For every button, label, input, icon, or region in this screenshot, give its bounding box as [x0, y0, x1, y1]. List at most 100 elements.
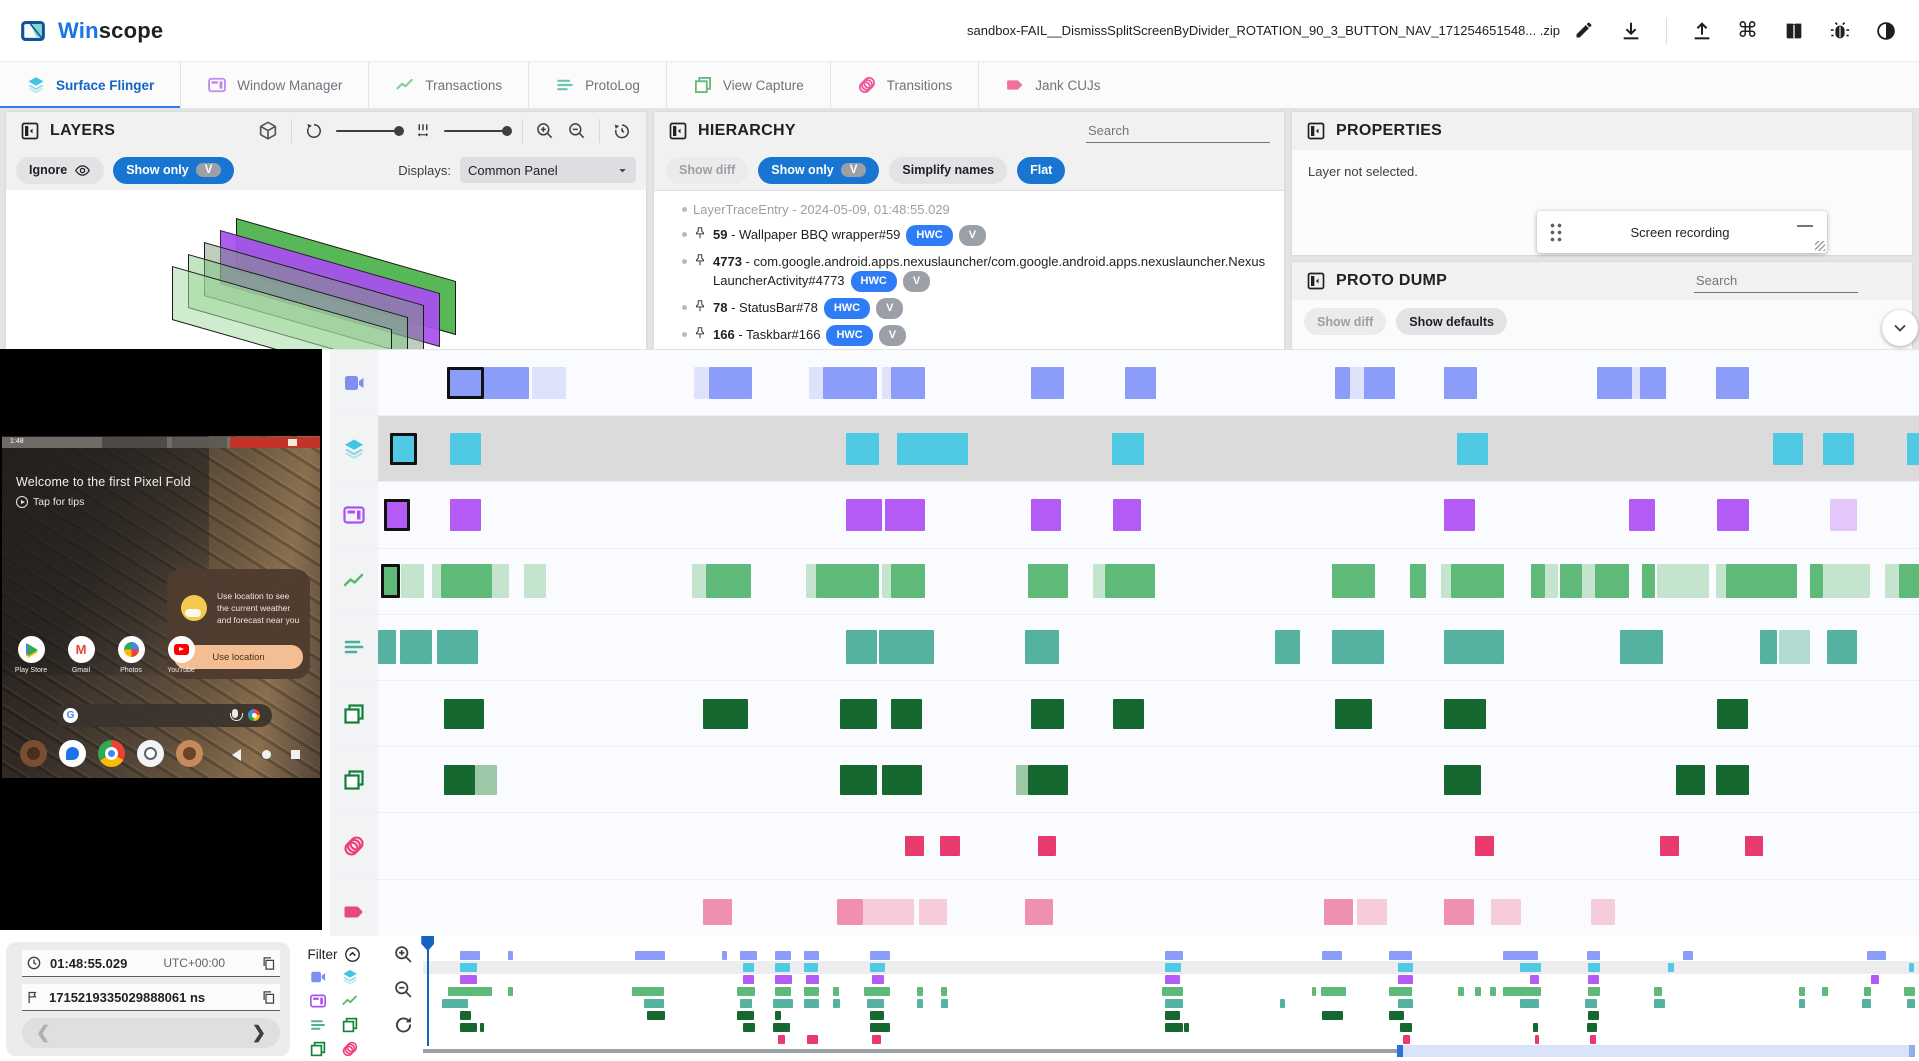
- timeline-track[interactable]: [378, 350, 1919, 415]
- spiral-icon[interactable]: [341, 1040, 359, 1058]
- panel-collapse-icon[interactable]: [1306, 271, 1326, 291]
- trace-entry-block[interactable]: [1334, 698, 1372, 729]
- trace-entry-block[interactable]: [1364, 366, 1396, 399]
- trace-entry-block[interactable]: [692, 564, 707, 599]
- overview-mark[interactable]: [1519, 999, 1539, 1008]
- squares-icon[interactable]: [309, 1040, 327, 1058]
- overview-mark[interactable]: [1389, 987, 1412, 996]
- panel-collapse-icon[interactable]: [1306, 121, 1326, 141]
- overview-mark[interactable]: [1398, 963, 1414, 972]
- overview-mark[interactable]: [647, 1011, 666, 1020]
- trace-entry-block[interactable]: [815, 564, 879, 599]
- trace-entry-block[interactable]: [878, 630, 935, 665]
- show-only-visible-button[interactable]: Show only V: [113, 156, 235, 184]
- show-only-visible-button[interactable]: Show only V: [758, 156, 880, 184]
- trace-entry-block[interactable]: [1450, 564, 1505, 599]
- report-bug-icon[interactable]: [1829, 20, 1851, 42]
- trace-entry-block[interactable]: [863, 899, 915, 926]
- trace-entry-block[interactable]: [1715, 564, 1728, 599]
- overview-mark[interactable]: [1588, 975, 1599, 984]
- overview-mark[interactable]: [737, 1011, 754, 1020]
- pin-icon[interactable]: [693, 299, 707, 313]
- trace-entry-block[interactable]: [1025, 899, 1053, 926]
- timeline-row-view-capture[interactable]: [330, 680, 1919, 748]
- trace-entry-block[interactable]: [1037, 835, 1057, 856]
- trace-entry-block[interactable]: [823, 366, 878, 399]
- rotation-slider[interactable]: [336, 126, 404, 136]
- overview-mark[interactable]: [632, 987, 664, 996]
- trace-entry-block[interactable]: [1823, 432, 1855, 465]
- overview-mark[interactable]: [1165, 975, 1180, 984]
- overview-mark[interactable]: [870, 951, 890, 960]
- overview-mark[interactable]: [644, 999, 664, 1008]
- dark-mode-toggle-icon[interactable]: [1875, 20, 1897, 42]
- hierarchy-search-input[interactable]: [1086, 119, 1270, 143]
- trace-entry-block[interactable]: [378, 630, 397, 665]
- trace-entry-block[interactable]: [1544, 564, 1559, 599]
- trace-entry-block[interactable]: [840, 764, 878, 795]
- trace-entry-block[interactable]: [881, 366, 892, 399]
- panel-collapse-icon[interactable]: [668, 121, 688, 141]
- collapse-timeline-button[interactable]: [1882, 310, 1918, 346]
- edit-filename-icon[interactable]: [1574, 20, 1596, 42]
- timeline-row-screen-recording[interactable]: [330, 350, 1919, 417]
- ns-time-field[interactable]: 1715219335029888061 ns: [22, 984, 280, 1011]
- overview-mark[interactable]: [1322, 951, 1342, 960]
- tab-surface-flinger[interactable]: Surface Flinger: [0, 62, 181, 109]
- trace-entry-block[interactable]: [703, 698, 748, 729]
- overview-mark[interactable]: [867, 999, 884, 1008]
- trace-entry-block[interactable]: [1559, 564, 1582, 599]
- trace-entry-block[interactable]: [444, 698, 485, 729]
- overview-mark[interactable]: [1280, 999, 1285, 1008]
- show-diff-button[interactable]: Show diff: [1304, 308, 1387, 335]
- trace-entry-block[interactable]: [1015, 764, 1029, 795]
- trace-entry-block[interactable]: [1660, 835, 1679, 856]
- overview-mark[interactable]: [1165, 999, 1183, 1008]
- range-handle-left[interactable]: [1396, 1045, 1403, 1057]
- trace-entry-block[interactable]: [450, 432, 482, 465]
- overview-mark[interactable]: [807, 1035, 818, 1044]
- overview-mark[interactable]: [804, 951, 820, 960]
- trace-entry-block[interactable]: [1441, 564, 1451, 599]
- overview-mark[interactable]: [777, 1035, 786, 1044]
- tree-root-entry[interactable]: LayerTraceEntry - 2024-05-09, 01:48:55.0…: [654, 197, 1284, 222]
- trace-entry-block[interactable]: [1334, 366, 1351, 399]
- overview-mark[interactable]: [773, 999, 793, 1008]
- trace-entry-block[interactable]: [1444, 630, 1505, 665]
- tab-transitions[interactable]: Transitions: [829, 62, 979, 108]
- overview-mark[interactable]: [1165, 963, 1182, 972]
- overview-mark[interactable]: [864, 987, 890, 996]
- overview-mark[interactable]: [1654, 999, 1665, 1008]
- trace-entry-block[interactable]: [1726, 564, 1798, 599]
- overview-mark[interactable]: [1398, 975, 1414, 984]
- squares-icon[interactable]: [341, 1016, 359, 1034]
- overview-mark[interactable]: [743, 1023, 756, 1032]
- trace-entry-block[interactable]: [532, 366, 566, 399]
- trace-entry-block[interactable]: [1410, 564, 1426, 599]
- overview-mark[interactable]: [1389, 1011, 1405, 1020]
- panel-collapse-icon[interactable]: [20, 121, 40, 141]
- overview-mark[interactable]: [1503, 951, 1538, 960]
- tab-jank-cujs[interactable]: Jank CUJs: [978, 62, 1126, 108]
- trace-entry-block[interactable]: [1629, 498, 1656, 531]
- range-handle-right[interactable]: [1908, 1045, 1915, 1057]
- overview-mark[interactable]: [1588, 987, 1601, 996]
- timeline-track[interactable]: [378, 615, 1919, 680]
- proto-dump-search-input[interactable]: [1694, 269, 1858, 293]
- timeline-cursor[interactable]: [421, 936, 435, 1048]
- overview-mark[interactable]: [1533, 1023, 1538, 1032]
- overview-mark[interactable]: [743, 975, 754, 984]
- trace-entry-block[interactable]: [846, 630, 878, 665]
- show-defaults-button[interactable]: Show defaults: [1396, 308, 1507, 335]
- trace-entry-block[interactable]: [1906, 432, 1919, 465]
- timeline-track[interactable]: [378, 880, 1919, 945]
- resize-handle[interactable]: [1815, 241, 1825, 251]
- 3d-view-icon[interactable]: [257, 120, 279, 142]
- overview-mark[interactable]: [460, 1011, 471, 1020]
- trace-entry-block[interactable]: [940, 835, 961, 856]
- zoom-out-icon[interactable]: [567, 121, 587, 141]
- tree-node[interactable]: 59 - Wallpaper BBQ wrapper#59 HWC V: [654, 222, 1284, 249]
- trace-entry-block[interactable]: [1675, 764, 1705, 795]
- trace-entry-block[interactable]: [1760, 630, 1778, 665]
- overview-mark[interactable]: [635, 951, 666, 960]
